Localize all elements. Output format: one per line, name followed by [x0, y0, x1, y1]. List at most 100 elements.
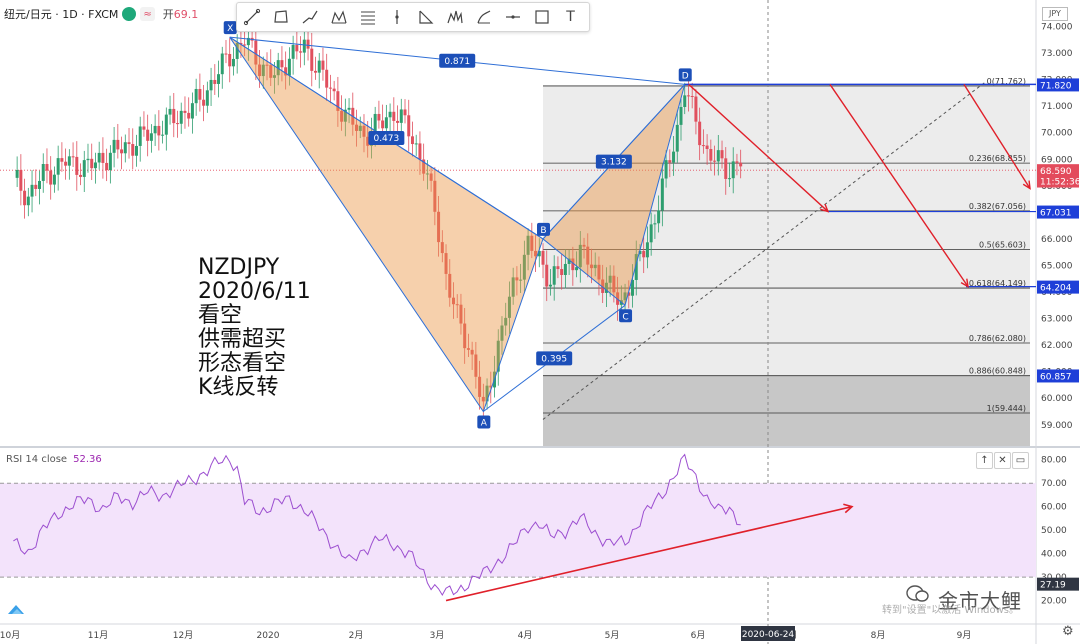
candle-body[interactable]: [560, 269, 564, 276]
candle-body[interactable]: [239, 42, 243, 45]
projection-arrow[interactable]: [963, 84, 1031, 189]
candle-body[interactable]: [668, 160, 672, 163]
candle-body[interactable]: [739, 162, 743, 167]
candle-body[interactable]: [683, 95, 687, 107]
candle-body[interactable]: [205, 90, 209, 106]
candle-body[interactable]: [213, 79, 217, 84]
candle-body[interactable]: [299, 51, 303, 53]
candle-body[interactable]: [694, 96, 698, 122]
price-tag[interactable]: [1037, 369, 1079, 383]
candle-body[interactable]: [265, 64, 269, 66]
crosshair-date-tag[interactable]: [741, 626, 795, 641]
candle-body[interactable]: [179, 110, 183, 124]
candle-body[interactable]: [161, 134, 165, 136]
candle-body[interactable]: [589, 264, 593, 269]
candle-body[interactable]: [724, 158, 728, 179]
candle-body[interactable]: [284, 67, 288, 76]
candle-body[interactable]: [52, 174, 56, 185]
candle-body[interactable]: [373, 113, 377, 132]
candle-body[interactable]: [377, 113, 381, 121]
long-position-icon[interactable]: [469, 3, 498, 31]
rsi-divergence-arrow[interactable]: [445, 505, 853, 602]
candle-body[interactable]: [123, 142, 127, 154]
fib-retracement-icon[interactable]: [353, 3, 382, 31]
candle-body[interactable]: [478, 376, 482, 397]
candle-body[interactable]: [686, 95, 690, 97]
rectangle-icon[interactable]: [266, 3, 295, 31]
candle-body[interactable]: [504, 317, 508, 326]
pane-maximize-icon[interactable]: ▭: [1012, 452, 1029, 469]
candle-body[interactable]: [142, 126, 146, 130]
candle-body[interactable]: [690, 95, 694, 97]
candle-body[interactable]: [340, 110, 344, 122]
candle-body[interactable]: [355, 124, 359, 131]
candle-body[interactable]: [332, 88, 336, 92]
candle-body[interactable]: [231, 58, 235, 67]
candle-body[interactable]: [433, 180, 437, 212]
candle-body[interactable]: [198, 88, 202, 100]
candle-body[interactable]: [403, 109, 407, 116]
path-icon[interactable]: [295, 3, 324, 31]
rsi-label[interactable]: RSI 14 close: [6, 454, 68, 465]
candle-body[interactable]: [93, 162, 97, 169]
candle-body[interactable]: [176, 123, 180, 125]
candle-body[interactable]: [149, 133, 153, 141]
candle-body[interactable]: [75, 156, 79, 175]
candle-body[interactable]: [534, 250, 538, 257]
candle-body[interactable]: [567, 258, 571, 264]
box-select-icon[interactable]: [527, 3, 556, 31]
candle-body[interactable]: [556, 266, 560, 270]
xabcd-pattern-icon[interactable]: [324, 3, 353, 31]
candle-body[interactable]: [157, 125, 161, 136]
candle-body[interactable]: [138, 126, 142, 146]
candle-body[interactable]: [134, 145, 138, 156]
head-shoulders-icon[interactable]: [440, 3, 469, 31]
candle-body[interactable]: [727, 178, 731, 180]
candle-body[interactable]: [470, 349, 474, 355]
candle-body[interactable]: [302, 39, 306, 53]
candle-body[interactable]: [496, 340, 500, 372]
candle-body[interactable]: [328, 87, 332, 89]
candle-body[interactable]: [500, 325, 504, 341]
candle-body[interactable]: [97, 152, 101, 163]
candle-body[interactable]: [410, 136, 414, 145]
candle-body[interactable]: [108, 152, 112, 171]
candle-body[interactable]: [343, 109, 347, 122]
trend-line-icon[interactable]: [237, 3, 266, 31]
candle-body[interactable]: [127, 142, 131, 145]
candle-body[interactable]: [82, 160, 86, 177]
candle-body[interactable]: [194, 88, 198, 104]
candle-body[interactable]: [552, 266, 556, 285]
candle-body[interactable]: [366, 136, 370, 146]
candle-body[interactable]: [489, 385, 493, 388]
candle-body[interactable]: [597, 264, 601, 280]
candle-body[interactable]: [649, 224, 653, 243]
horizontal-line-icon[interactable]: [498, 3, 527, 31]
candle-body[interactable]: [217, 74, 221, 84]
candle-body[interactable]: [657, 210, 661, 224]
candle-body[interactable]: [105, 162, 109, 171]
candle-body[interactable]: [627, 292, 631, 296]
currency-badge[interactable]: JPY: [1042, 7, 1068, 21]
text-tool-icon[interactable]: T: [566, 9, 575, 25]
candle-body[interactable]: [183, 110, 187, 113]
candle-body[interactable]: [459, 304, 463, 324]
candle-body[interactable]: [545, 264, 549, 287]
candle-body[interactable]: [444, 253, 448, 274]
candle-body[interactable]: [481, 396, 485, 402]
candle-body[interactable]: [675, 124, 679, 152]
candle-body[interactable]: [280, 60, 284, 68]
candle-body[interactable]: [631, 279, 635, 296]
candle-body[interactable]: [64, 161, 68, 166]
candle-body[interactable]: [466, 348, 470, 350]
candle-body[interactable]: [60, 158, 64, 162]
candle-body[interactable]: [295, 45, 299, 52]
candle-body[interactable]: [131, 144, 135, 156]
candle-body[interactable]: [563, 263, 567, 276]
candle-body[interactable]: [720, 150, 724, 159]
candle-body[interactable]: [101, 152, 105, 163]
candle-body[interactable]: [313, 70, 317, 73]
candle-body[interactable]: [15, 170, 19, 178]
candle-body[interactable]: [526, 235, 530, 255]
